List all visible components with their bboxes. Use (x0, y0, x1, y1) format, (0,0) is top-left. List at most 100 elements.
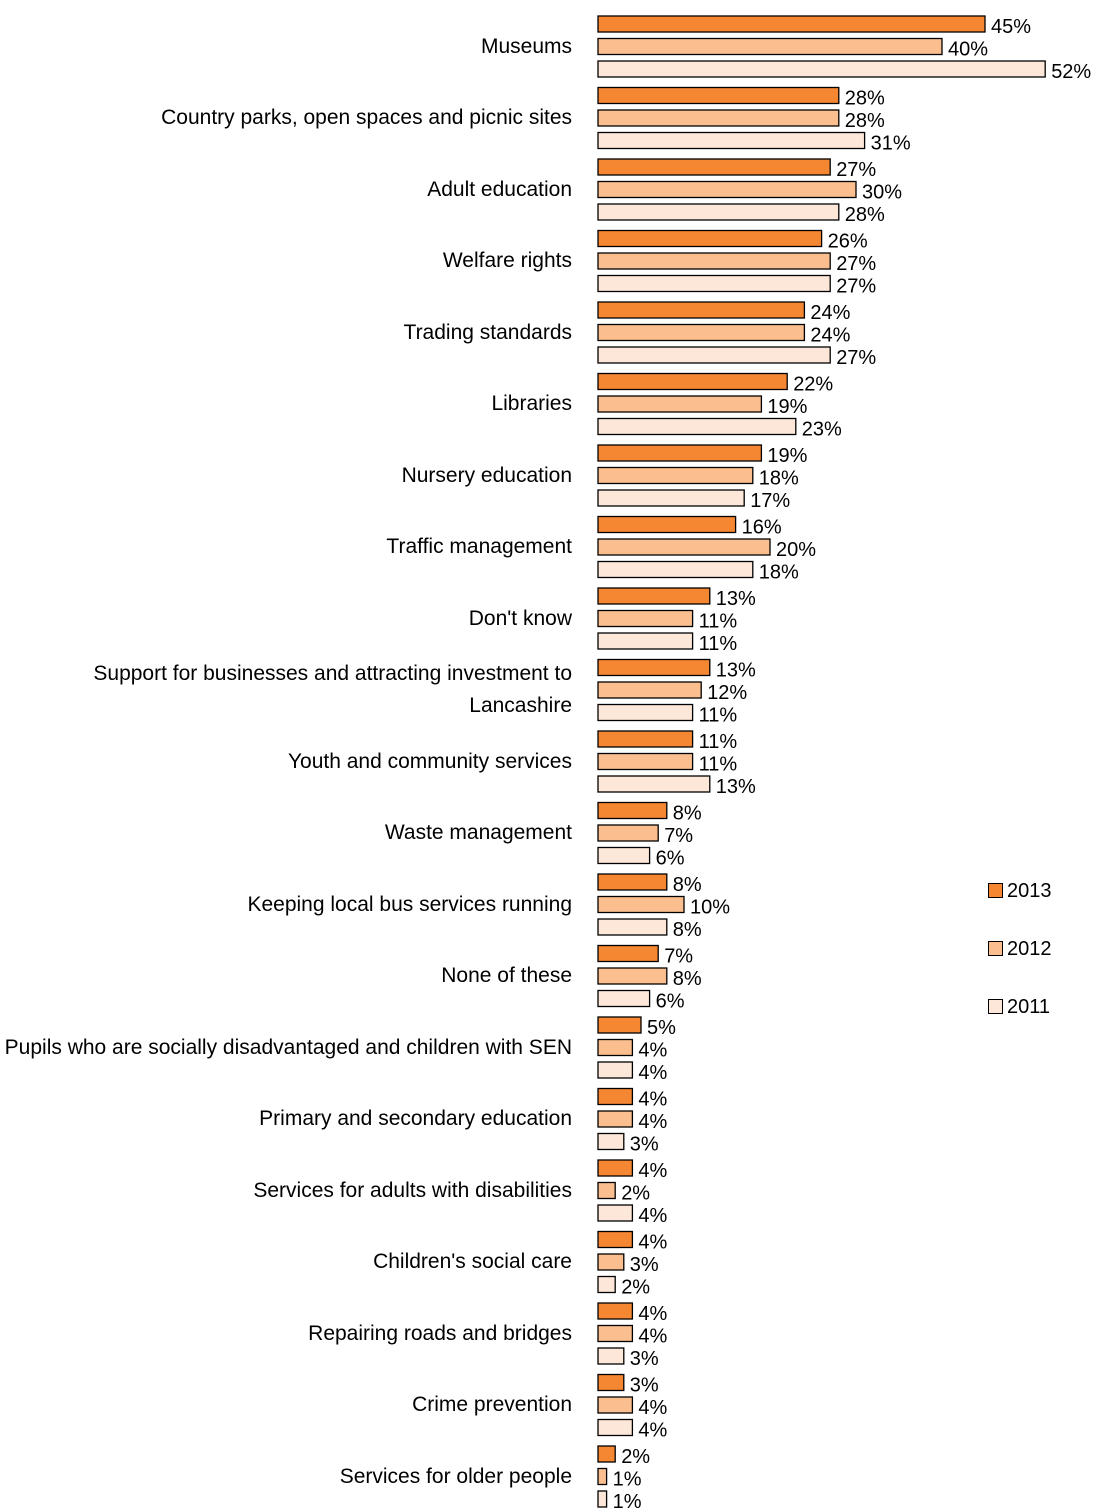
data-label-2011-9: 11% (699, 705, 738, 727)
bar-2011-13 (597, 989, 651, 1008)
data-label-2013-13: 7% (664, 946, 693, 968)
legend-label: 2013 (1007, 880, 1052, 902)
data-label-2013-8: 13% (716, 588, 756, 610)
category-label: Don't know (468, 606, 572, 630)
data-label-2013-10: 11% (699, 731, 738, 753)
bar-2011-7 (597, 560, 754, 579)
legend-swatch (988, 998, 1003, 1014)
data-label-2012-14: 4% (638, 1040, 667, 1062)
category-label: Traffic management (386, 535, 572, 558)
data-label-2013-5: 22% (793, 374, 833, 396)
bar-2013-4 (597, 301, 806, 319)
bar-2011-17 (597, 1275, 616, 1294)
data-label-2012-15: 4% (638, 1111, 667, 1133)
data-label-2013-20: 2% (621, 1446, 650, 1468)
bar-2012-17 (597, 1253, 625, 1271)
bar-2013-0 (597, 15, 986, 33)
data-label-2013-4: 24% (810, 302, 850, 324)
data-label-2011-5: 23% (802, 419, 842, 441)
bar-2013-12 (597, 873, 668, 891)
data-label-2012-1: 28% (845, 110, 885, 132)
bar-2011-18 (597, 1347, 625, 1365)
bar-2012-3 (597, 252, 831, 270)
category-label: None of these (441, 964, 572, 987)
bar-2012-14 (597, 1038, 634, 1057)
bar-2012-16 (597, 1181, 616, 1200)
bar-2012-6 (597, 466, 754, 485)
bar-2013-8 (597, 587, 711, 605)
legend-swatch (988, 940, 1003, 956)
bar-2013-2 (597, 158, 831, 176)
legend-label: 2012 (1007, 938, 1052, 960)
bar-2011-10 (597, 775, 711, 793)
bar-2012-8 (597, 609, 694, 628)
category-label: Libraries (491, 392, 572, 415)
data-label-2011-8: 11% (699, 633, 738, 655)
data-label-2012-18: 4% (638, 1326, 667, 1348)
bar-2011-9 (597, 703, 694, 722)
bar-2012-5 (597, 395, 763, 413)
data-label-2011-1: 31% (871, 133, 911, 155)
bar-2013-3 (597, 229, 823, 248)
bar-2011-4 (597, 346, 831, 364)
bar-2013-17 (597, 1230, 634, 1249)
bar-2012-13 (597, 967, 668, 985)
data-label-2011-16: 4% (638, 1205, 667, 1227)
bar-2013-20 (597, 1445, 616, 1463)
bar-2013-16 (597, 1159, 634, 1177)
legend-item-2012: 2012 (988, 938, 1052, 961)
bar-2013-10 (597, 730, 694, 748)
bar-2013-1 (597, 86, 840, 105)
data-label-2013-3: 26% (828, 231, 868, 253)
data-label-2011-7: 18% (759, 562, 799, 584)
bar-2011-11 (597, 846, 651, 865)
legend-label: 2011 (1007, 996, 1051, 1018)
bar-2012-4 (597, 323, 806, 342)
data-label-2012-20: 1% (613, 1469, 642, 1491)
category-label: Repairing roads and bridges (308, 1321, 572, 1345)
category-label: Nursery education (401, 463, 572, 487)
data-label-2011-12: 8% (673, 919, 702, 941)
bar-2013-11 (597, 801, 668, 820)
data-label-2012-12: 10% (690, 897, 730, 919)
data-label-2012-9: 12% (707, 682, 747, 704)
bar-2012-2 (597, 180, 857, 199)
bar-2011-0 (597, 60, 1046, 78)
bar-2011-19 (597, 1418, 634, 1437)
bar-2013-6 (597, 444, 763, 462)
bar-2013-7 (597, 515, 737, 534)
category-label: Services for older people (339, 1464, 572, 1488)
bar-2011-14 (597, 1061, 634, 1079)
data-label-2011-17: 2% (621, 1277, 650, 1299)
bar-2013-9 (597, 658, 711, 677)
data-label-2011-13: 6% (656, 991, 685, 1013)
bar-2012-9 (597, 681, 702, 699)
category-label: Support for businesses and attracting in… (93, 662, 572, 717)
data-label-2012-7: 20% (776, 539, 816, 561)
bar-2013-15 (597, 1087, 634, 1106)
bar-2011-20 (597, 1490, 608, 1508)
category-label: Country parks, open spaces and picnic si… (161, 106, 572, 129)
data-label-2012-5: 19% (767, 396, 807, 418)
data-label-2012-16: 2% (621, 1183, 650, 1205)
data-label-2012-13: 8% (673, 968, 702, 990)
bar-2012-11 (597, 824, 659, 842)
bar-2012-10 (597, 752, 694, 771)
data-label-2013-9: 13% (716, 660, 756, 682)
category-label: Keeping local bus services running (247, 892, 572, 916)
bar-2012-18 (597, 1324, 634, 1343)
bar-2012-20 (597, 1467, 608, 1486)
category-label: Adult education (427, 177, 572, 201)
bar-2012-15 (597, 1110, 634, 1128)
bar-2013-5 (597, 372, 788, 391)
category-label: Pupils who are socially disadvantaged an… (4, 1035, 572, 1059)
category-label: Welfare rights (442, 249, 572, 272)
data-label-2013-16: 4% (638, 1160, 667, 1182)
data-label-2012-2: 30% (862, 182, 902, 204)
bar-2012-1 (597, 109, 840, 127)
data-label-2011-3: 27% (836, 276, 876, 298)
bar-2013-14 (597, 1016, 642, 1034)
data-label-2012-11: 7% (664, 825, 693, 847)
category-label: Services for adults with disabilities (253, 1178, 572, 1202)
bar-2011-3 (597, 274, 831, 293)
